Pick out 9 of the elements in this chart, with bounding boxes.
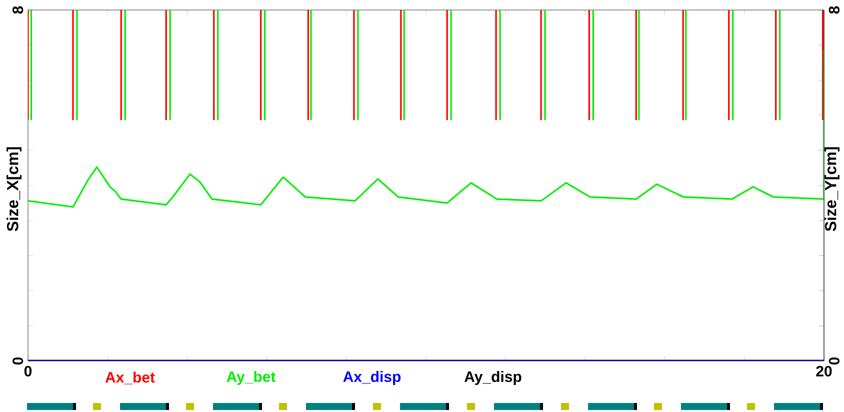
text: Ax_bet	[105, 372, 155, 384]
series-label: Ay_disp	[464, 370, 522, 385]
y-axis-title: Size_X[cm]	[6, 147, 22, 232]
y2-axis-title: Size_Y[cm]	[824, 147, 840, 232]
x-tick-label: 20	[816, 366, 832, 376]
y2-tick-label: 0	[828, 357, 840, 365]
text: Ay_bet	[226, 370, 276, 385]
y2-tick-label: 8	[828, 6, 840, 14]
series-label: Ax_disp	[343, 370, 401, 385]
